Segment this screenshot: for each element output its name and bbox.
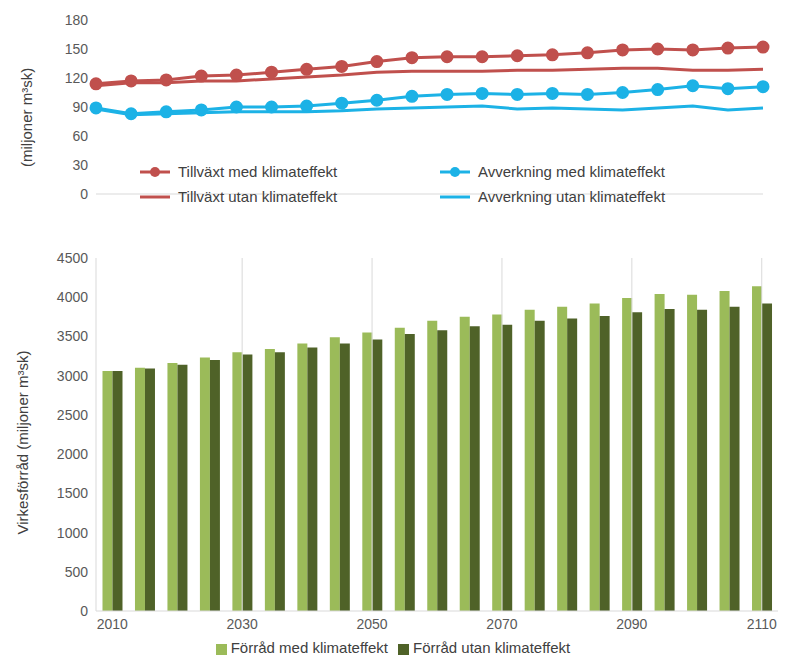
html-text:Tillväxt utan klimateffekt: Tillväxt utan klimateffekt: [178, 188, 338, 205]
svg-text:Virkesförråd (miljoner m³sk): Virkesförråd (miljoner m³sk): [14, 351, 31, 535]
svg-text:0: 0: [80, 603, 88, 619]
svg-text:2090: 2090: [616, 616, 647, 632]
html-text:Avverkning med klimateffekt: Avverkning med klimateffekt: [478, 163, 665, 180]
svg-text:3500: 3500: [57, 328, 88, 344]
svg-text:3000: 3000: [57, 368, 88, 384]
svg-text:2030: 2030: [227, 616, 258, 632]
svg-text:2000: 2000: [57, 446, 88, 462]
svg-text:150: 150: [65, 41, 89, 57]
svg-text:180: 180: [65, 12, 89, 28]
svg-text:2110: 2110: [747, 616, 777, 632]
svg-text:120: 120: [65, 70, 89, 86]
svg-text:30: 30: [72, 157, 88, 173]
svg-text:2050: 2050: [356, 616, 387, 632]
svg-text:60: 60: [72, 128, 88, 144]
svg-text:2010: 2010: [97, 616, 128, 632]
svg-text:90: 90: [72, 99, 88, 115]
svg-text:4500: 4500: [57, 250, 88, 266]
svg-text:2500: 2500: [57, 407, 88, 423]
svg-text:0: 0: [80, 186, 88, 202]
html-text:Förråd utan klimateffekt: Förråd utan klimateffekt: [413, 639, 571, 656]
svg-text:500: 500: [65, 564, 89, 580]
svg-text:1500: 1500: [57, 485, 88, 501]
html-text:Tillväxt med klimateffekt: Tillväxt med klimateffekt: [178, 163, 338, 180]
svg-text:2070: 2070: [486, 616, 517, 632]
html-text:Förråd med klimateffekt: Förråd med klimateffekt: [230, 639, 388, 656]
svg-text:(miljoner m³sk): (miljoner m³sk): [18, 68, 35, 167]
html-text:Avverkning utan klimateffekt: Avverkning utan klimateffekt: [478, 188, 665, 205]
svg-text:1000: 1000: [57, 525, 88, 541]
svg-text:4000: 4000: [57, 289, 88, 305]
